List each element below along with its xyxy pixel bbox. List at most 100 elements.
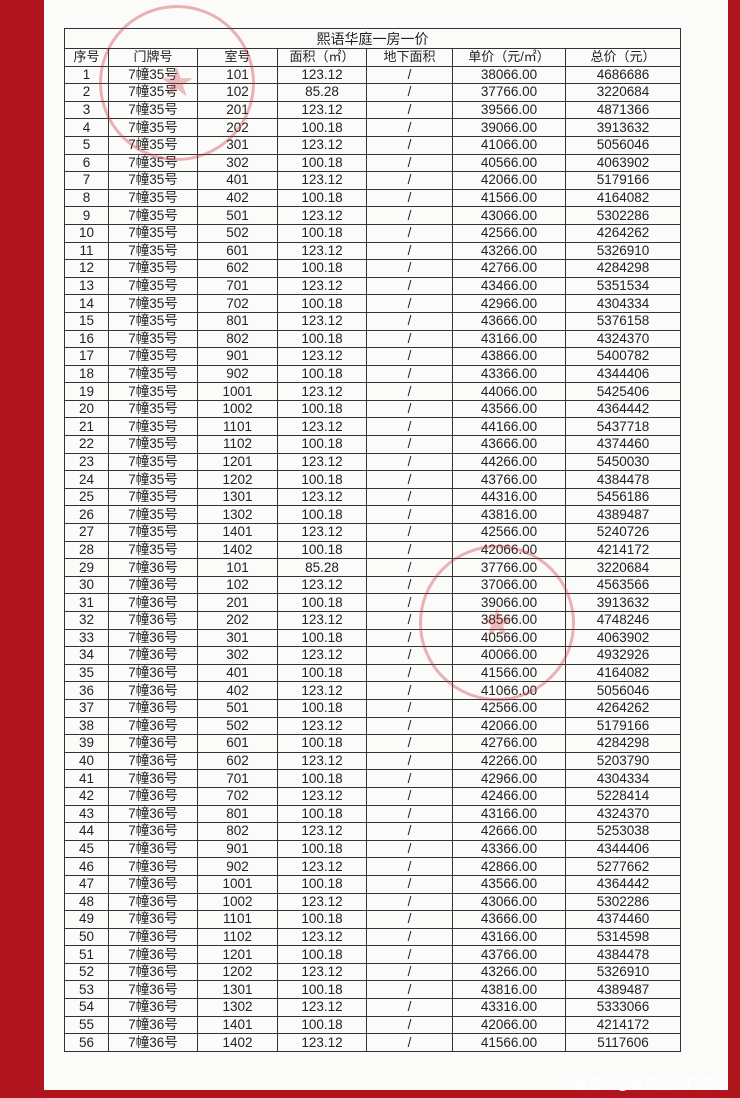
cell-door-number: 7幢36号 — [108, 1015, 198, 1035]
cell-area: 100.18 — [277, 329, 367, 349]
cell-door-number: 7幢36号 — [108, 874, 198, 894]
cell-area: 123.12 — [277, 892, 367, 912]
cell-unit-price: 44166.00 — [452, 417, 566, 437]
cell-room: 802 — [197, 329, 278, 349]
cell-room: 902 — [197, 857, 278, 876]
cell-unit-price: 42666.00 — [452, 822, 566, 841]
cell-unit-price: 42866.00 — [452, 857, 566, 876]
cell-area: 123.12 — [277, 417, 367, 437]
cell-seq: 42 — [64, 786, 109, 806]
cell-area: 123.12 — [277, 786, 367, 806]
cell-unit-price: 44316.00 — [452, 487, 566, 507]
cell-door-number: 7幢35号 — [108, 153, 198, 173]
cell-seq: 35 — [64, 663, 109, 683]
cell-unit-price: 43866.00 — [452, 347, 566, 366]
cell-total-price: 4344406 — [564, 839, 682, 859]
cell-seq: 9 — [64, 206, 109, 225]
cell-door-number: 7幢36号 — [108, 681, 198, 700]
cell-unit-price: 44266.00 — [452, 452, 566, 472]
cell-unit-price: 39066.00 — [452, 118, 566, 137]
cell-seq: 36 — [64, 681, 109, 700]
table-row: 54 7幢36号 1302 123.12/43316.00 5333066 — [64, 998, 682, 1017]
cell-seq: 19 — [64, 382, 109, 401]
cell-basement-area: / — [366, 945, 453, 964]
cell-basement-area: / — [366, 259, 453, 278]
table-row: 33 7幢36号 301 100.18/40566.00 4063902 — [64, 628, 682, 648]
cell-seq: 1 — [64, 65, 109, 85]
cell-room: 1202 — [197, 962, 278, 982]
cell-area: 100.18 — [277, 839, 367, 859]
cell-unit-price: 43666.00 — [452, 311, 566, 331]
cell-seq: 3 — [64, 100, 109, 120]
cell-total-price: 5240726 — [564, 523, 682, 542]
cell-door-number: 7幢35号 — [108, 364, 198, 384]
cell-seq: 44 — [64, 822, 109, 841]
cell-basement-area: / — [366, 171, 453, 190]
table-row: 43 7幢36号 801 100.18/43166.00 4324370 — [64, 804, 682, 824]
cell-total-price: 4324370 — [564, 329, 682, 349]
cell-unit-price: 42766.00 — [452, 734, 566, 753]
cell-area: 100.18 — [277, 910, 367, 929]
cell-unit-price: 42066.00 — [452, 540, 566, 560]
cell-seq: 50 — [64, 927, 109, 947]
cell-total-price: 4164082 — [564, 188, 682, 208]
cell-room: 601 — [197, 241, 278, 261]
cell-basement-area: / — [366, 822, 453, 841]
table-row: 50 7幢36号 1102 123.12/43166.00 5314598 — [64, 927, 682, 947]
cell-seq: 18 — [64, 364, 109, 384]
cell-basement-area: / — [366, 593, 453, 612]
cell-room: 401 — [197, 663, 278, 683]
cell-area: 123.12 — [277, 681, 367, 700]
cell-area: 100.18 — [277, 364, 367, 384]
cell-unit-price: 42066.00 — [452, 716, 566, 736]
cell-unit-price: 40066.00 — [452, 646, 566, 665]
cell-door-number: 7幢36号 — [108, 804, 198, 824]
cell-basement-area: / — [366, 910, 453, 929]
cell-area: 123.12 — [277, 100, 367, 120]
cell-door-number: 7幢36号 — [108, 628, 198, 648]
table-row: 13 7幢35号 701 123.12/43466.00 5351534 — [64, 276, 682, 296]
cell-seq: 31 — [64, 593, 109, 612]
cell-room: 1301 — [197, 487, 278, 507]
table-row: 7 7幢35号 401 123.12/42066.00 5179166 — [64, 171, 682, 190]
cell-unit-price: 42266.00 — [452, 751, 566, 771]
cell-unit-price: 39566.00 — [452, 100, 566, 120]
cell-basement-area: / — [366, 188, 453, 208]
cell-basement-area: / — [366, 417, 453, 437]
cell-room: 1302 — [197, 505, 278, 525]
cell-basement-area: / — [366, 65, 453, 85]
cell-unit-price: 43366.00 — [452, 364, 566, 384]
cell-total-price: 4284298 — [564, 734, 682, 753]
cell-room: 902 — [197, 364, 278, 384]
cell-total-price: 5253038 — [564, 822, 682, 841]
cell-seq: 2 — [64, 83, 109, 102]
cell-seq: 29 — [64, 558, 109, 577]
cell-area: 100.18 — [277, 593, 367, 612]
cell-area: 123.12 — [277, 452, 367, 472]
cell-total-price: 5450030 — [564, 452, 682, 472]
cell-basement-area: / — [366, 804, 453, 824]
table-row: 15 7幢35号 801 123.12/43666.00 5376158 — [64, 311, 682, 331]
cell-door-number: 7幢35号 — [108, 135, 198, 155]
cell-area: 123.12 — [277, 311, 367, 331]
cell-door-number: 7幢35号 — [108, 452, 198, 472]
cell-unit-price: 43366.00 — [452, 839, 566, 859]
cell-unit-price: 42066.00 — [452, 1015, 566, 1035]
cell-door-number: 7幢35号 — [108, 241, 198, 261]
cell-area: 85.28 — [277, 83, 367, 102]
cell-room: 1201 — [197, 945, 278, 964]
cell-total-price: 5277662 — [564, 857, 682, 876]
cell-seq: 48 — [64, 892, 109, 912]
cell-total-price: 4871366 — [564, 100, 682, 120]
cell-total-price: 5326910 — [564, 962, 682, 982]
cell-room: 1001 — [197, 874, 278, 894]
cell-total-price: 4264262 — [564, 223, 682, 243]
cell-seq: 47 — [64, 874, 109, 894]
table-row: 41 7幢36号 701 100.18/42966.00 4304334 — [64, 769, 682, 788]
cell-unit-price: 41066.00 — [452, 681, 566, 700]
cell-total-price: 4748246 — [564, 611, 682, 630]
cell-total-price: 5351534 — [564, 276, 682, 296]
header-door-number: 门牌号 — [108, 48, 198, 67]
table-title: 熙语华庭一房一价 — [63, 28, 682, 49]
cell-door-number: 7幢36号 — [108, 751, 198, 771]
